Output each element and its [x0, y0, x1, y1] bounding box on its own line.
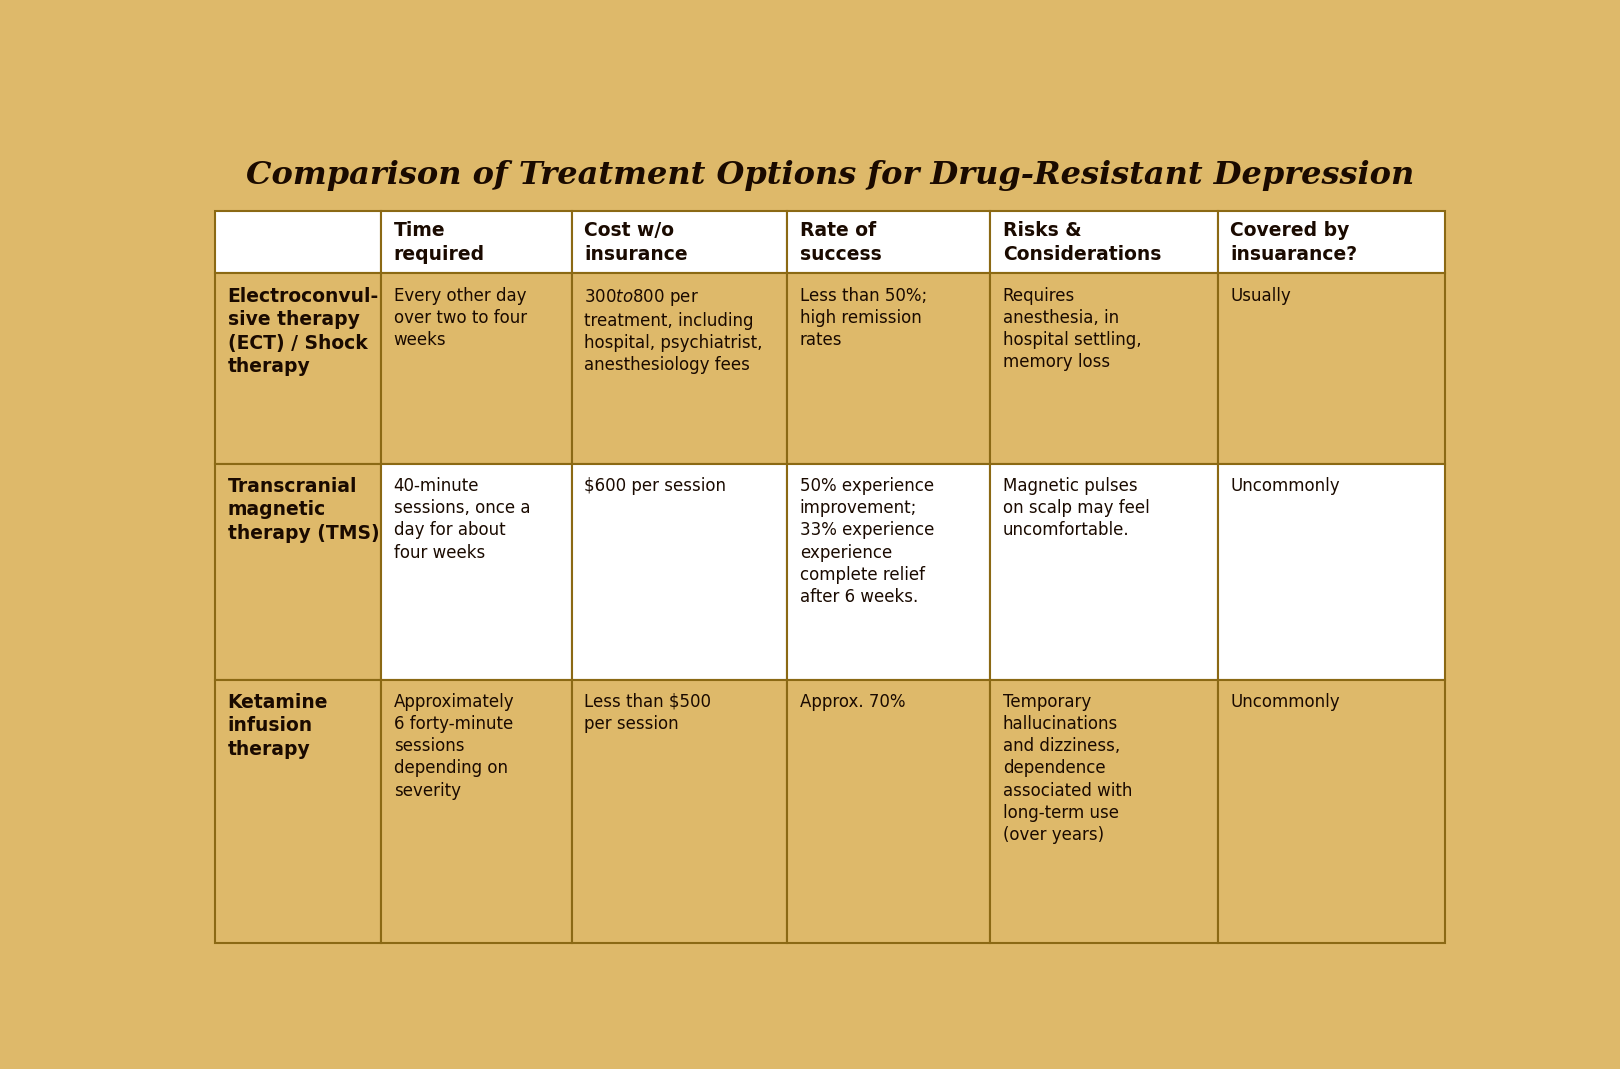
FancyBboxPatch shape — [215, 680, 381, 943]
FancyBboxPatch shape — [381, 680, 572, 943]
Text: Transcranial
magnetic
therapy (TMS): Transcranial magnetic therapy (TMS) — [227, 477, 379, 543]
FancyBboxPatch shape — [381, 274, 572, 464]
FancyBboxPatch shape — [572, 274, 787, 464]
Text: Uncommonly: Uncommonly — [1230, 477, 1340, 495]
Text: Comparison of Treatment Options for Drug-Resistant Depression: Comparison of Treatment Options for Drug… — [246, 160, 1414, 191]
Text: Ketamine
infusion
therapy: Ketamine infusion therapy — [227, 693, 329, 759]
Text: Requires
anesthesia, in
hospital settling,
memory loss: Requires anesthesia, in hospital settlin… — [1003, 286, 1142, 371]
FancyBboxPatch shape — [215, 212, 381, 274]
Text: Cost w/o
insurance: Cost w/o insurance — [585, 221, 688, 264]
FancyBboxPatch shape — [1218, 274, 1445, 464]
Text: Approx. 70%: Approx. 70% — [800, 693, 906, 711]
Text: Less than $500
per session: Less than $500 per session — [585, 693, 711, 733]
Text: 50% experience
improvement;
33% experience
experience
complete relief
after 6 we: 50% experience improvement; 33% experien… — [800, 477, 935, 606]
FancyBboxPatch shape — [990, 464, 1218, 680]
FancyBboxPatch shape — [787, 680, 990, 943]
Text: Less than 50%;
high remission
rates: Less than 50%; high remission rates — [800, 286, 927, 350]
Text: Time
required: Time required — [394, 221, 484, 264]
Text: Magnetic pulses
on scalp may feel
uncomfortable.: Magnetic pulses on scalp may feel uncomf… — [1003, 477, 1150, 540]
Text: Uncommonly: Uncommonly — [1230, 693, 1340, 711]
FancyBboxPatch shape — [787, 274, 990, 464]
FancyBboxPatch shape — [572, 680, 787, 943]
Text: Temporary
hallucinations
and dizziness,
dependence
associated with
long-term use: Temporary hallucinations and dizziness, … — [1003, 693, 1132, 845]
FancyBboxPatch shape — [381, 464, 572, 680]
FancyBboxPatch shape — [572, 464, 787, 680]
FancyBboxPatch shape — [1218, 212, 1445, 274]
FancyBboxPatch shape — [787, 212, 990, 274]
FancyBboxPatch shape — [215, 464, 381, 680]
FancyBboxPatch shape — [990, 212, 1218, 274]
Text: 40-minute
sessions, once a
day for about
four weeks: 40-minute sessions, once a day for about… — [394, 477, 530, 561]
FancyBboxPatch shape — [1218, 680, 1445, 943]
FancyBboxPatch shape — [1218, 464, 1445, 680]
FancyBboxPatch shape — [572, 212, 787, 274]
Text: Usually: Usually — [1230, 286, 1291, 305]
Text: $600 per session: $600 per session — [585, 477, 726, 495]
Text: Covered by
insuarance?: Covered by insuarance? — [1230, 221, 1358, 264]
FancyBboxPatch shape — [215, 141, 1445, 212]
Text: Every other day
over two to four
weeks: Every other day over two to four weeks — [394, 286, 526, 350]
FancyBboxPatch shape — [787, 464, 990, 680]
Text: Rate of
success: Rate of success — [800, 221, 881, 264]
FancyBboxPatch shape — [215, 274, 381, 464]
Text: Electroconvul-
sive therapy
(ECT) / Shock
therapy: Electroconvul- sive therapy (ECT) / Shoc… — [227, 286, 379, 376]
FancyBboxPatch shape — [990, 680, 1218, 943]
Text: Risks &
Considerations: Risks & Considerations — [1003, 221, 1162, 264]
Text: $300 to $800 per
treatment, including
hospital, psychiatrist,
anesthesiology fee: $300 to $800 per treatment, including ho… — [585, 286, 763, 374]
Text: Approximately
6 forty-minute
sessions
depending on
severity: Approximately 6 forty-minute sessions de… — [394, 693, 514, 800]
FancyBboxPatch shape — [381, 212, 572, 274]
FancyBboxPatch shape — [990, 274, 1218, 464]
